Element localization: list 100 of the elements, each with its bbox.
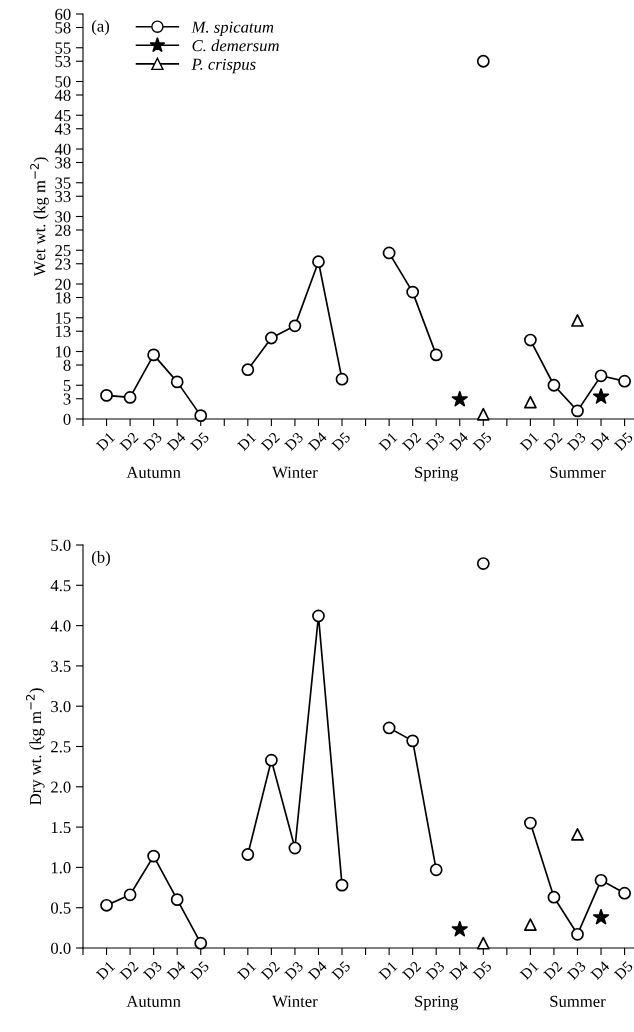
point bbox=[335, 878, 349, 892]
y-tick-label: 2.0 bbox=[51, 781, 71, 793]
point bbox=[100, 898, 113, 912]
y-tick-label: 20 bbox=[55, 278, 71, 290]
x-tick-label: D5 bbox=[189, 431, 210, 452]
x-tick-label: D5 bbox=[472, 960, 493, 981]
text: Spring bbox=[415, 466, 459, 482]
y-tick-label: 40 bbox=[54, 143, 71, 155]
point bbox=[592, 908, 610, 925]
y-tick-label: 30 bbox=[55, 211, 71, 223]
text: Autumn bbox=[126, 466, 181, 478]
point bbox=[571, 404, 584, 418]
x-tick-label: D3 bbox=[425, 960, 446, 981]
point bbox=[170, 375, 184, 389]
y-tick-label: 1.0 bbox=[51, 862, 71, 874]
point bbox=[571, 927, 584, 941]
x-tick-label: D2 bbox=[119, 431, 139, 452]
x-tick-label: D4 bbox=[590, 960, 611, 981]
x-tick-label: D2 bbox=[260, 960, 280, 981]
point bbox=[618, 374, 631, 388]
point bbox=[451, 390, 468, 407]
x-tick-label: D2 bbox=[260, 431, 280, 452]
x-tick-label: D1 bbox=[378, 960, 398, 981]
x-tick-label: D2 bbox=[401, 431, 422, 452]
y-tick-label: 23 bbox=[55, 258, 71, 270]
point bbox=[241, 848, 255, 861]
point bbox=[571, 314, 584, 327]
point bbox=[571, 827, 584, 841]
y-tick-label: 0 bbox=[63, 413, 71, 425]
point bbox=[147, 348, 161, 362]
point bbox=[288, 319, 302, 333]
y-tick-label: 15 bbox=[55, 312, 71, 324]
point bbox=[264, 331, 278, 345]
legend-label: C. demersum bbox=[192, 39, 279, 52]
point bbox=[123, 391, 137, 404]
y-tick-label: 4.5 bbox=[50, 580, 71, 592]
y-tick-label: 8 bbox=[63, 359, 71, 371]
x-tick-label: D3 bbox=[425, 431, 446, 452]
x-tick-label: D4 bbox=[448, 431, 469, 452]
x-tick-label: D2 bbox=[543, 960, 563, 981]
y-tick-label: 2.5 bbox=[51, 741, 71, 753]
x-tick-label: D4 bbox=[448, 960, 469, 981]
y-tick-label: 58 bbox=[55, 22, 71, 34]
y-tick-label: 18 bbox=[55, 292, 71, 304]
text: Summer bbox=[550, 995, 606, 1007]
y-tick-label: 33 bbox=[55, 191, 71, 203]
legend-label: M. spicatum bbox=[191, 21, 274, 37]
x-tick-label: D3 bbox=[284, 960, 304, 981]
x-tick-label: D4 bbox=[307, 431, 328, 452]
x-tick-label: D5 bbox=[613, 431, 634, 452]
point bbox=[451, 920, 468, 937]
point bbox=[594, 369, 608, 383]
point bbox=[312, 255, 325, 269]
point bbox=[335, 372, 349, 386]
annotation: (a) bbox=[92, 20, 110, 36]
x-tick-label: D1 bbox=[378, 431, 398, 452]
x-tick-label: D1 bbox=[95, 431, 116, 452]
y-tick-label: 53 bbox=[55, 56, 71, 68]
point bbox=[100, 388, 113, 402]
point bbox=[288, 841, 302, 855]
text: Summer bbox=[550, 466, 606, 478]
point bbox=[170, 893, 184, 907]
y-tick-label: 0.5 bbox=[51, 902, 71, 914]
y-tick-label: 38 bbox=[55, 157, 71, 169]
x-tick-label: D3 bbox=[142, 431, 163, 452]
point bbox=[406, 734, 420, 748]
x-tick-label: D4 bbox=[166, 431, 187, 452]
point bbox=[406, 285, 420, 299]
x-tick-label: D3 bbox=[284, 431, 304, 452]
y-tick-label: 48 bbox=[54, 89, 71, 101]
x-tick-label: D2 bbox=[543, 431, 563, 452]
y-tick-label: 50 bbox=[55, 76, 71, 88]
x-tick-label: D3 bbox=[566, 960, 587, 981]
point bbox=[382, 721, 396, 735]
point bbox=[524, 918, 537, 932]
y-tick-label: 3.5 bbox=[51, 660, 71, 672]
y-tick-label: 28 bbox=[55, 224, 71, 236]
x-tick-label: D4 bbox=[166, 960, 187, 981]
y-tick-label: 55 bbox=[55, 42, 71, 54]
point bbox=[547, 890, 561, 904]
point bbox=[476, 54, 490, 68]
point bbox=[592, 388, 610, 404]
text: Winter bbox=[272, 466, 318, 479]
text: Spring bbox=[415, 995, 459, 1011]
y-axis-title: Wet wt. (kg m$^{−2}$) bbox=[30, 157, 49, 277]
y-tick-label: 5 bbox=[63, 380, 71, 392]
x-tick-label: D5 bbox=[331, 960, 351, 981]
point bbox=[524, 816, 537, 830]
text: Winter bbox=[272, 995, 318, 1008]
y-tick-label: 25 bbox=[55, 245, 71, 257]
x-tick-label: D1 bbox=[237, 431, 257, 452]
x-tick-label: D5 bbox=[331, 431, 351, 452]
x-tick-label: D2 bbox=[401, 960, 422, 981]
text: Autumn bbox=[126, 995, 181, 1007]
y-tick-label: 43 bbox=[54, 123, 71, 135]
point bbox=[382, 246, 396, 260]
point bbox=[264, 753, 278, 767]
y-axis-title: Dry wt. (kg m$^{−2}$) bbox=[25, 688, 45, 805]
point bbox=[524, 395, 537, 409]
point bbox=[476, 557, 490, 570]
